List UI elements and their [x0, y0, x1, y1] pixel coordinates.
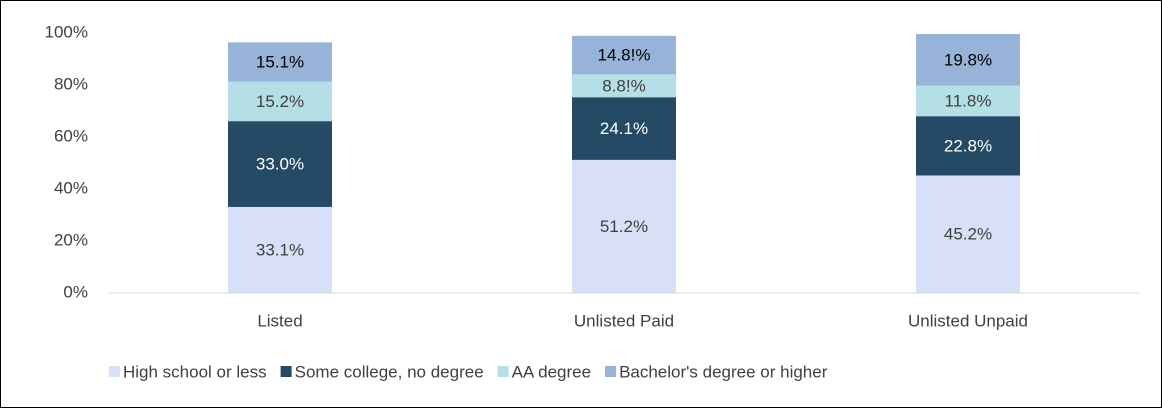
bar-segment: [228, 42, 332, 82]
bar-segment: [572, 159, 676, 293]
bar-segment: [572, 35, 676, 75]
y-tick-label: 60%: [54, 126, 88, 145]
data-label: 33.0%: [256, 155, 304, 174]
bar-segment: [228, 206, 332, 293]
data-label: 14.8!%: [598, 46, 651, 65]
y-tick-label: 0%: [63, 282, 88, 301]
data-label: 19.8%: [944, 50, 992, 69]
data-label: 51.2%: [600, 217, 648, 236]
y-tick-label: 20%: [54, 230, 88, 249]
data-label: 11.8%: [945, 91, 992, 110]
data-label: 8.8!%: [602, 76, 645, 95]
y-tick-label: 80%: [54, 74, 88, 93]
bar-segment: [572, 74, 676, 98]
bar-segment: [572, 97, 676, 160]
legend-swatch: [605, 366, 617, 377]
legend-swatch: [497, 366, 509, 377]
data-label: 24.1%: [600, 119, 648, 138]
data-label: 33.1%: [256, 240, 304, 259]
data-label: 22.8%: [944, 136, 992, 155]
legend-label: AA degree: [512, 362, 591, 381]
legend-swatch: [280, 366, 292, 377]
bar-segment: [916, 116, 1020, 176]
x-tick-label: Unlisted Unpaid: [908, 311, 1028, 330]
legend-label: Some college, no degree: [295, 362, 484, 381]
legend-swatch: [109, 366, 120, 377]
bar-segment: [916, 85, 1020, 117]
legend-label: High school or less: [123, 362, 267, 381]
y-tick-label: 40%: [54, 178, 88, 197]
bar-segment: [228, 121, 332, 207]
bar-segment: [916, 34, 1020, 86]
y-tick-label: 100%: [45, 22, 88, 41]
legend-label: Bachelor's degree or higher: [619, 362, 828, 381]
x-tick-label: Unlisted Paid: [574, 311, 674, 330]
bar-segment: [916, 175, 1020, 293]
data-label: 15.1%: [256, 52, 304, 71]
data-label: 15.2%: [256, 92, 304, 111]
data-label: 45.2%: [944, 225, 992, 244]
x-tick-label: Listed: [257, 311, 302, 330]
bar-segment: [228, 81, 332, 122]
